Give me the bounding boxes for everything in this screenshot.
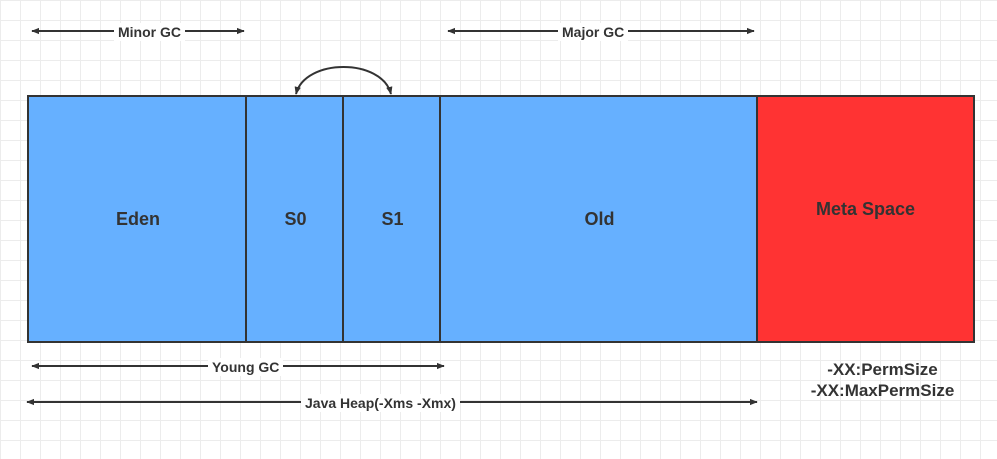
- s1-region: S1: [342, 95, 441, 343]
- major-gc-label: Major GC: [558, 23, 629, 41]
- minor-gc-label: Minor GC: [114, 23, 185, 41]
- perm-size-flags: -XX:PermSize -XX:MaxPermSize: [800, 359, 965, 401]
- meta-space-label: Meta Space: [815, 198, 916, 219]
- old-region: Old: [439, 95, 758, 343]
- old-label: Old: [584, 208, 615, 229]
- perm-size-flag: -XX:PermSize: [827, 360, 938, 379]
- survivor-swap-arrow: [294, 66, 393, 95]
- max-perm-size-flag: -XX:MaxPermSize: [810, 381, 955, 400]
- young-gc-label: Young GC: [208, 358, 284, 376]
- meta-space-region: Meta Space: [756, 95, 975, 343]
- eden-region: Eden: [27, 95, 247, 343]
- java-heap-label: Java Heap(-Xms -Xmx): [301, 394, 460, 412]
- s0-region: S0: [245, 95, 344, 343]
- s0-label: S0: [284, 208, 307, 229]
- eden-label: Eden: [115, 208, 160, 229]
- s1-label: S1: [381, 208, 404, 229]
